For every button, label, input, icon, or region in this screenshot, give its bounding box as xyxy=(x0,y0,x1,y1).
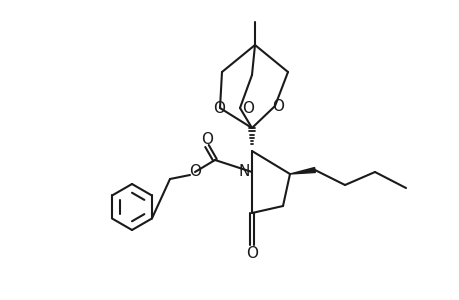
Text: N: N xyxy=(238,164,249,179)
Text: O: O xyxy=(213,100,224,116)
Text: O: O xyxy=(241,100,253,116)
Text: O: O xyxy=(246,245,257,260)
Polygon shape xyxy=(289,167,315,174)
Text: O: O xyxy=(201,131,213,146)
Text: O: O xyxy=(271,98,283,113)
Text: O: O xyxy=(189,164,201,179)
